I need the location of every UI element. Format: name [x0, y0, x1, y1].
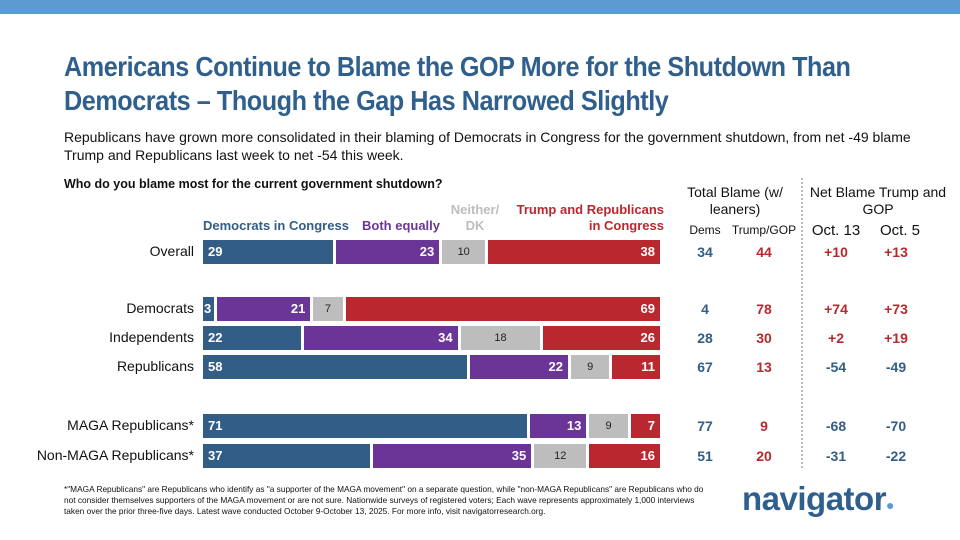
- bar-neither: 7: [313, 297, 343, 321]
- total-trump: 30: [756, 330, 772, 346]
- header-oct5: Oct. 5: [879, 222, 920, 239]
- total-dems: 4: [701, 301, 709, 317]
- row-label: MAGA Republicans*: [67, 417, 194, 433]
- bar-both: 21: [216, 297, 311, 321]
- net-oct5: -22: [885, 448, 907, 464]
- net-oct5: -70: [885, 418, 907, 434]
- net-oct13: -31: [825, 448, 847, 464]
- row-label: Non-MAGA Republicans*: [36, 447, 194, 463]
- net-oct13: +2: [828, 330, 844, 346]
- header-net: Net Blame Trump and GOP: [809, 184, 947, 217]
- bar-neither: 12: [534, 444, 587, 468]
- bar-trump: 38: [488, 240, 660, 264]
- net-oct5: +73: [884, 301, 908, 317]
- bar-trump: 26: [543, 326, 660, 350]
- net-oct5: +19: [884, 330, 908, 346]
- bar-neither: 18: [460, 326, 541, 350]
- legend-trump: Trump and Republicans in Congress: [516, 202, 664, 233]
- net-oct13: -68: [825, 418, 847, 434]
- net-oct13: -54: [825, 359, 847, 375]
- header-total: Total Blame (w/ leaners): [687, 184, 783, 217]
- top-band: [0, 0, 960, 14]
- total-trump: 9: [760, 418, 768, 434]
- total-dems: 51: [697, 448, 713, 464]
- header-trump: Trump/GOP: [731, 223, 797, 237]
- bar-both: 35: [373, 444, 532, 468]
- bar-dem: 37: [203, 444, 371, 468]
- bar-trump: 11: [612, 355, 660, 379]
- total-trump: 13: [756, 359, 772, 375]
- bar-both: 22: [469, 355, 568, 379]
- legend-both: Both equally: [362, 218, 441, 233]
- total-dems: 67: [697, 359, 713, 375]
- row-label: Independents: [109, 329, 194, 345]
- bar-trump: 16: [589, 444, 660, 468]
- page-title: Americans Continue to Blame the GOP More…: [64, 51, 851, 116]
- net-oct5: -49: [885, 359, 907, 375]
- question: Who do you blame most for the current go…: [64, 177, 443, 191]
- total-trump: 78: [756, 301, 772, 317]
- row-label: Republicans: [116, 358, 194, 374]
- bar-dem: 71: [203, 414, 527, 438]
- bar-dem: 22: [203, 326, 302, 350]
- bar-trump: 69: [345, 297, 660, 321]
- total-dems: 28: [697, 330, 713, 346]
- net-oct13: +74: [824, 301, 848, 317]
- bar-both: 13: [529, 414, 587, 438]
- row-label: Overall: [149, 243, 194, 259]
- header-oct13: Oct. 13: [811, 222, 861, 239]
- navigator-logo: navigator●: [742, 480, 895, 517]
- subtitle: Republicans have grown more consolidated…: [64, 129, 911, 163]
- total-dems: 77: [697, 418, 713, 434]
- divider: [801, 178, 803, 468]
- legend-dem: Democrats in Congress: [203, 218, 349, 233]
- total-trump: 20: [756, 448, 772, 464]
- bar-neither: 9: [589, 414, 628, 438]
- legend-neither: Neither/ DK: [450, 202, 500, 233]
- bar-dem: 3: [203, 297, 214, 321]
- bar-neither: 10: [442, 240, 486, 264]
- header-dems: Dems: [689, 223, 721, 237]
- net-oct5: +13: [884, 244, 908, 260]
- bar-neither: 9: [571, 355, 610, 379]
- bar-trump: 7: [630, 414, 660, 438]
- bar-both: 23: [336, 240, 440, 264]
- bar-dem: 58: [203, 355, 467, 379]
- total-dems: 34: [697, 244, 713, 260]
- footnote: *"MAGA Republicans" are Republicans who …: [64, 484, 704, 516]
- total-trump: 44: [756, 244, 772, 260]
- bar-dem: 29: [203, 240, 334, 264]
- net-oct13: +10: [824, 244, 848, 260]
- bar-both: 34: [304, 326, 458, 350]
- row-label: Democrats: [126, 300, 194, 316]
